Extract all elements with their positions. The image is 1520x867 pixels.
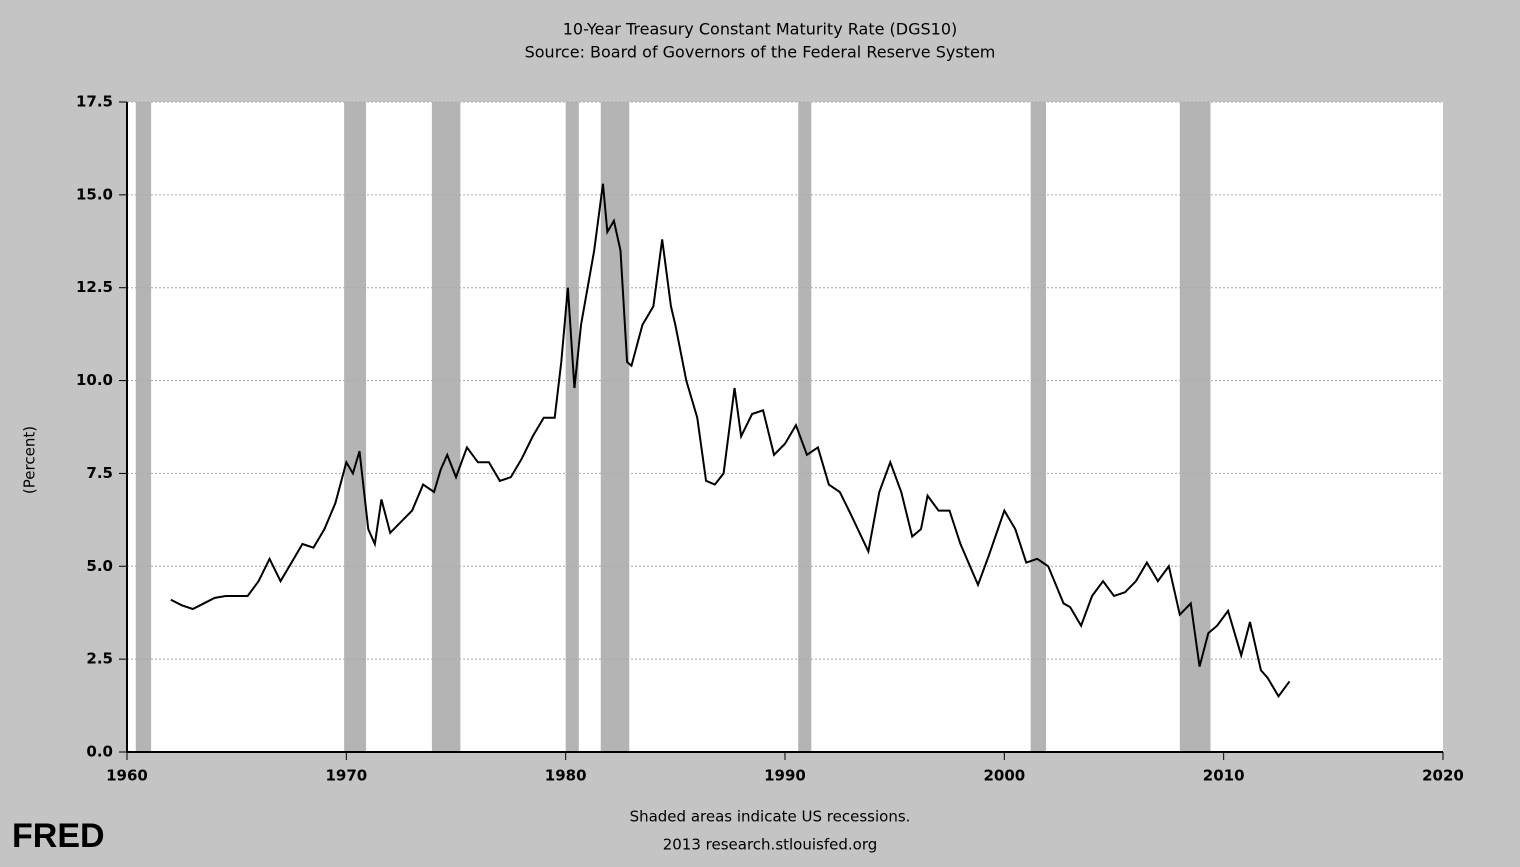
x-tick-label: 1980 bbox=[545, 767, 587, 785]
x-tick-label: 2020 bbox=[1422, 767, 1464, 785]
recession-band bbox=[565, 102, 579, 752]
y-tick-label: 12.5 bbox=[76, 278, 113, 296]
logo: FRED bbox=[12, 817, 105, 855]
recession-band bbox=[431, 102, 461, 752]
x-tick-label: 2010 bbox=[1203, 767, 1245, 785]
footer-note: Shaded areas indicate US recessions. bbox=[630, 808, 911, 826]
data-line bbox=[170, 183, 1291, 699]
x-tick-label: 1970 bbox=[325, 767, 367, 785]
y-axis-label: (Percent) bbox=[21, 426, 39, 494]
recession-band bbox=[1030, 102, 1047, 752]
chart-subtitle: Source: Board of Governors of the Federa… bbox=[525, 43, 996, 62]
y-tick-label: 7.5 bbox=[86, 464, 113, 482]
y-tick-label: 5.0 bbox=[86, 557, 113, 575]
plot-area bbox=[127, 102, 1443, 752]
y-tick-label: 17.5 bbox=[76, 93, 113, 111]
recession-band bbox=[135, 102, 152, 752]
x-tick-label: 1990 bbox=[764, 767, 806, 785]
y-tick-label: 10.0 bbox=[76, 371, 113, 389]
y-tick-label: 0.0 bbox=[86, 743, 113, 761]
y-tick-label: 15.0 bbox=[76, 185, 113, 203]
recession-band bbox=[798, 102, 812, 752]
x-tick-label: 1960 bbox=[106, 767, 148, 785]
x-tick-label: 2000 bbox=[983, 767, 1025, 785]
footer-source: 2013 research.stlouisfed.org bbox=[663, 836, 878, 854]
recession-band bbox=[344, 102, 367, 752]
y-tick-label: 2.5 bbox=[86, 650, 113, 668]
chart-title: 10-Year Treasury Constant Maturity Rate … bbox=[563, 20, 957, 39]
recession-band bbox=[1179, 102, 1211, 752]
